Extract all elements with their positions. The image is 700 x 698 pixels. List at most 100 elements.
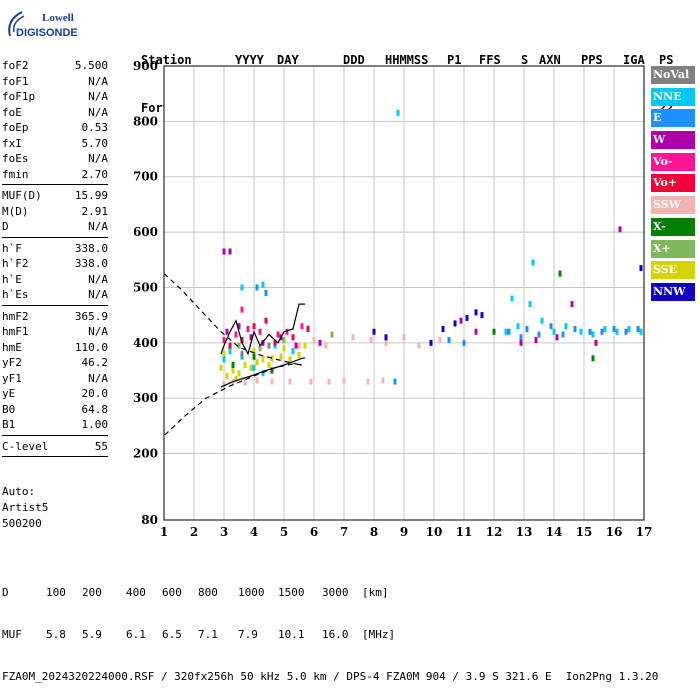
- data-point-sse: [267, 361, 271, 368]
- data-point-sse: [297, 352, 301, 359]
- param-label: D: [2, 220, 9, 233]
- data-point-x: [492, 328, 496, 335]
- param-row: yF2 46.2: [2, 355, 108, 371]
- data-point-sse: [225, 373, 229, 380]
- data-point-sse: [219, 364, 223, 371]
- x-tick-label: 14: [546, 525, 563, 539]
- legend-item-x: X-: [651, 217, 695, 236]
- data-point-vo: [246, 325, 250, 332]
- footer-value: 6.1: [126, 628, 146, 641]
- data-point-e: [264, 290, 268, 296]
- param-row: h`E N/A: [2, 272, 108, 288]
- footer-value: 3000: [322, 586, 349, 599]
- data-point-x: [330, 331, 334, 338]
- param-value: N/A: [88, 325, 108, 338]
- param-row: foF1 N/A: [2, 74, 108, 90]
- param-value: 15.99: [74, 189, 108, 202]
- x-tick-label: 13: [516, 525, 533, 539]
- data-point-nne: [504, 328, 508, 335]
- data-point-sse: [270, 355, 274, 362]
- data-point-nnw: [474, 309, 478, 316]
- param-label: foF1p: [2, 90, 36, 103]
- legend-item-ssw: SSW: [651, 196, 695, 215]
- legend-item-noval: NoVal: [651, 66, 695, 84]
- muf-row: MUF 5.8 5.9 6.1 6.5 7.1 7.9 10.1 16.0 [MHz]: [2, 628, 658, 642]
- x-tick-label: 11: [456, 525, 473, 539]
- x-tick-label: 17: [636, 525, 653, 539]
- data-point-w: [534, 337, 538, 344]
- y-tick-label: 500: [133, 280, 158, 294]
- param-group-confidence: C-level 55: [2, 439, 108, 455]
- footer-value: 1000: [238, 586, 265, 599]
- header-row1-cell: DDD: [343, 53, 365, 67]
- data-point-x: [558, 270, 562, 277]
- footer-value: 1500: [278, 586, 305, 599]
- header-row1-cell: HHMMSS: [385, 53, 429, 67]
- plot-border: [163, 65, 645, 521]
- footer-value: 5.8: [46, 628, 66, 641]
- param-label: h`E: [2, 272, 22, 286]
- param-value: 46.2: [81, 356, 109, 369]
- header-row1-cell: IGA: [623, 53, 645, 67]
- footer-row-label: D: [2, 586, 9, 599]
- footer-value: 6.5: [162, 628, 182, 641]
- data-point-sse: [234, 375, 238, 382]
- legend-item-vo: Vo-: [651, 152, 695, 171]
- data-point-ssw: [255, 377, 259, 384]
- auto-label: Auto:: [2, 485, 36, 498]
- footer-value: 600: [162, 586, 182, 599]
- data-point-ssw: [384, 339, 388, 346]
- data-point-e: [447, 337, 451, 344]
- footer-value: 800: [198, 586, 218, 599]
- data-point-nne: [552, 328, 556, 335]
- param-value: 2.91: [81, 204, 109, 218]
- x-tick-label: 6: [310, 525, 318, 539]
- param-row: hmE 110.0: [2, 340, 108, 356]
- data-point-w: [237, 323, 241, 330]
- data-point-nne: [396, 110, 400, 117]
- data-point-x: [237, 342, 241, 349]
- software-version: Ion2Png 1.3.20: [565, 670, 659, 683]
- param-label: yF2: [2, 356, 22, 369]
- param-label: fxI: [2, 136, 22, 150]
- data-point-nnw: [384, 334, 388, 341]
- data-point-vo: [252, 323, 256, 330]
- param-value: N/A: [88, 288, 108, 301]
- header-row1-cell: PS: [659, 53, 674, 67]
- header-labels-row: Station YYYY DAY DDD HHMMSS P1 FFS S AXN PPS IGA PS: [141, 52, 687, 68]
- data-point-sse: [231, 367, 235, 374]
- data-point-vo: [240, 337, 244, 344]
- data-point-sse: [261, 356, 265, 363]
- data-point-ssw: [288, 378, 292, 385]
- param-label: foF1: [2, 74, 29, 88]
- data-point-sse: [282, 345, 286, 352]
- data-point-e: [255, 284, 259, 291]
- x-tick-label: 15: [576, 525, 593, 539]
- param-value: 0.53: [81, 121, 109, 134]
- x-tick-label: 1: [160, 525, 168, 539]
- data-point-sse: [243, 361, 247, 368]
- param-row: hmF2 365.9: [2, 309, 108, 325]
- data-point-ssw: [312, 337, 316, 344]
- data-point-ssw: [351, 334, 355, 341]
- data-point-sse: [303, 342, 307, 349]
- param-label: yE: [2, 387, 16, 400]
- data-point-noval: [267, 342, 271, 349]
- auto-version: 500200: [2, 517, 42, 530]
- header-row1-cell: Station: [141, 53, 192, 67]
- data-point-w: [459, 317, 463, 324]
- param-label: hmF1: [2, 325, 29, 338]
- data-point-sse: [249, 364, 253, 371]
- data-point-w: [570, 301, 574, 308]
- data-point-vo: [306, 325, 310, 332]
- data-point-ssw: [243, 379, 247, 386]
- param-label: foEs: [2, 152, 29, 165]
- data-point-sse: [237, 370, 241, 377]
- header-row1-cell: AXN: [539, 53, 561, 67]
- param-value: 5.70: [81, 136, 109, 150]
- data-point-e: [612, 325, 616, 332]
- param-row: M(D) 2.91: [2, 204, 108, 220]
- divider: [2, 304, 108, 306]
- data-point-nne: [291, 348, 295, 355]
- param-label: foE: [2, 105, 22, 119]
